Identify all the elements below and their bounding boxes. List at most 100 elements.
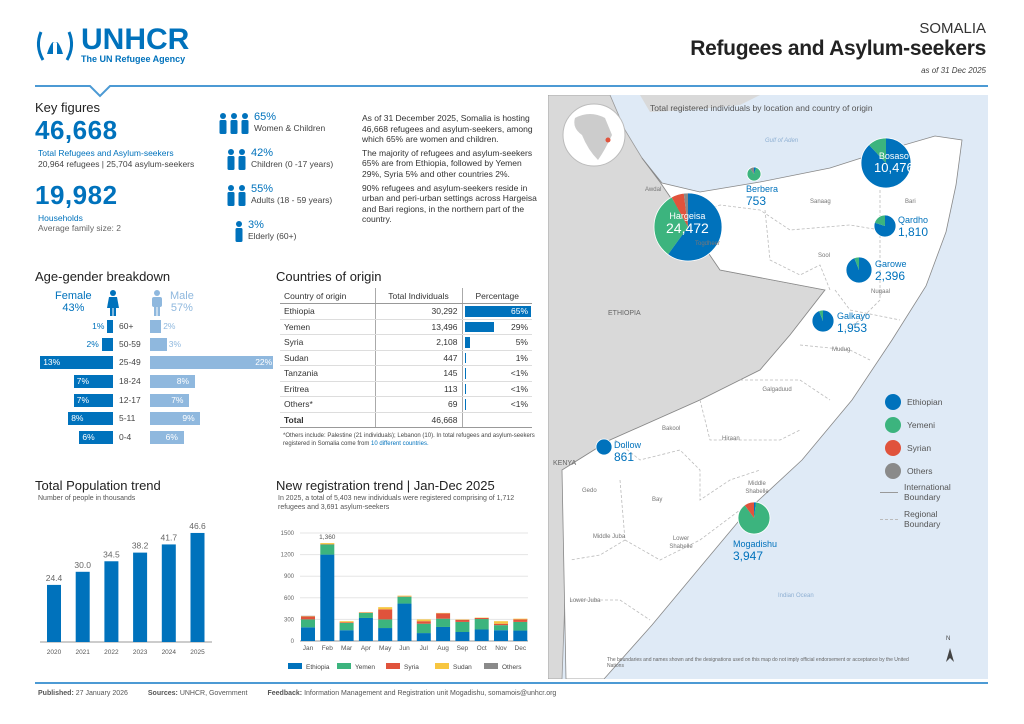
bar-segment-ethiopia [301, 627, 315, 641]
total-cell: 113 [374, 381, 462, 397]
demographic-label: Children (0 -17 years) [251, 159, 334, 169]
age-gender-heading: Age-gender breakdown [35, 269, 171, 284]
city-label: Hargeisa 24,472 [666, 210, 709, 235]
legend-label: Syrian [907, 443, 932, 453]
demographic-label: Elderly (60+) [248, 231, 297, 241]
location-pie-galkayo[interactable] [811, 309, 835, 333]
pie-slice [818, 310, 823, 321]
region-label: Lower Juba [569, 598, 601, 604]
male-bar [150, 338, 167, 351]
percentage-cell: <1% [461, 396, 532, 413]
pie-slice [854, 257, 859, 270]
legend-label: Ethiopian [907, 397, 943, 407]
percentage-cell: 1% [461, 350, 532, 366]
legend-label: Regional Boundary [904, 509, 941, 529]
male-bar-label: 6% [165, 432, 178, 442]
location-pie-garowe[interactable] [845, 256, 873, 284]
bar-segment-sudan [513, 618, 528, 620]
percentage-label: 1% [515, 352, 528, 363]
feedback-label: Feedback: [267, 690, 303, 697]
female-bar [68, 412, 113, 425]
table-row: Ethiopia 30,292 65% [280, 303, 532, 320]
legend-label: Yemeni [907, 420, 936, 430]
male-bar-label: 22% [255, 357, 273, 367]
city-label: Galkayo 1,953 [837, 310, 870, 334]
published-label: Published: [38, 690, 74, 697]
total-cell: 13,496 [374, 319, 462, 335]
population-data-label: 30.0 [74, 560, 91, 570]
city-total: 3,947 [733, 549, 764, 563]
male-bar-label: 3% [168, 339, 182, 349]
footnote-link[interactable]: 10 different countries. [371, 441, 429, 447]
origin-heading: Countries of origin [276, 269, 382, 284]
population-data-label: 38.2 [132, 541, 149, 551]
legend-label: Others [907, 466, 933, 476]
pie-slice [654, 197, 688, 255]
location-pie-dollow[interactable] [595, 438, 613, 456]
region-label: Bay [652, 497, 663, 503]
female-bar [73, 375, 113, 388]
bar-segment-yemen [301, 619, 315, 628]
family-size: Average family size: 2 [38, 223, 121, 233]
origin-table: Country of origin Total Individuals Perc… [280, 288, 532, 428]
percentage-cell: <1% [461, 381, 532, 397]
location-pie-hargeisa[interactable] [653, 192, 723, 262]
total-pct-cell [461, 412, 532, 428]
female-bar-label: 8% [71, 413, 84, 423]
male-icon [152, 290, 162, 316]
male-bar [150, 356, 274, 369]
page-title: Refugees and Asylum-seekers [690, 37, 986, 60]
age-group-label: 60+ [119, 321, 134, 331]
legend-label: Yemen [355, 664, 375, 671]
legend-swatch [288, 663, 302, 669]
registration-trend-heading: New registration trend | Jan-Dec 2025 [276, 478, 495, 493]
bar-segment-sudan [494, 621, 508, 624]
bar-segment-yemen [320, 544, 335, 555]
north-label: N [946, 636, 951, 642]
unhcr-logo: UNHCR The UN Refugee Agency [33, 24, 189, 66]
column-header: Percentage [461, 288, 532, 304]
city-total: 861 [614, 450, 635, 464]
total-cell: 69 [374, 396, 462, 413]
households-label: Households [38, 213, 83, 223]
somalia-map[interactable] [548, 95, 988, 679]
city-total: 1,810 [898, 225, 929, 239]
percentage-cell: 65% [461, 303, 532, 320]
bar-segment-yemen [397, 596, 412, 604]
percentage-bar [464, 306, 531, 317]
bar-segment-sudan [416, 619, 431, 622]
population-bar [133, 552, 148, 642]
percentage-bar [464, 321, 494, 332]
yemen-land [640, 95, 760, 112]
feedback[interactable]: Information Management and Registration … [304, 690, 557, 697]
legend-dot-icon [885, 463, 901, 479]
region-label: Mudug [832, 347, 851, 353]
total-value: 46,668 [374, 412, 462, 428]
population-trend-chart: 24.4 2020 30.0 2021 34.5 2022 38.2 2023 41.7 2024… [40, 521, 212, 656]
pie-slice [668, 193, 722, 262]
male-bar-label: 9% [182, 413, 195, 423]
location-pie-mogadishu[interactable] [737, 501, 771, 535]
north-arrow [946, 648, 954, 662]
footer: Published: 27 January 2026 Sources: UNHC… [38, 690, 556, 697]
demographic-label: Women & Children [254, 123, 326, 133]
location-pie-bosaso[interactable] [860, 137, 912, 189]
city-name: Dollow [614, 440, 642, 450]
map-legend-item: Others [885, 463, 933, 479]
logo-text: UNHCR [81, 23, 190, 56]
female-bar-label: 13% [43, 357, 61, 367]
bar-segment-syria [416, 621, 431, 624]
total-label: Total [280, 412, 375, 428]
percentage-label: <1% [510, 368, 528, 379]
bar-segment-syria [378, 609, 393, 620]
bar-segment-sudan [339, 621, 354, 623]
bar-segment-sudan [378, 607, 393, 610]
map-disclaimer: The boundaries and names shown and the d… [607, 657, 909, 669]
bar-segment-syria [339, 622, 354, 623]
legend-label: Ethiopia [306, 664, 330, 671]
location-pie-qardho[interactable] [873, 214, 897, 238]
legend-dot-icon [885, 394, 901, 410]
footnote-text: *Others include: Palestine (21 individua… [283, 433, 535, 447]
location-pie-berbera[interactable] [746, 166, 762, 182]
country-label: ETHIOPIA [608, 310, 641, 317]
